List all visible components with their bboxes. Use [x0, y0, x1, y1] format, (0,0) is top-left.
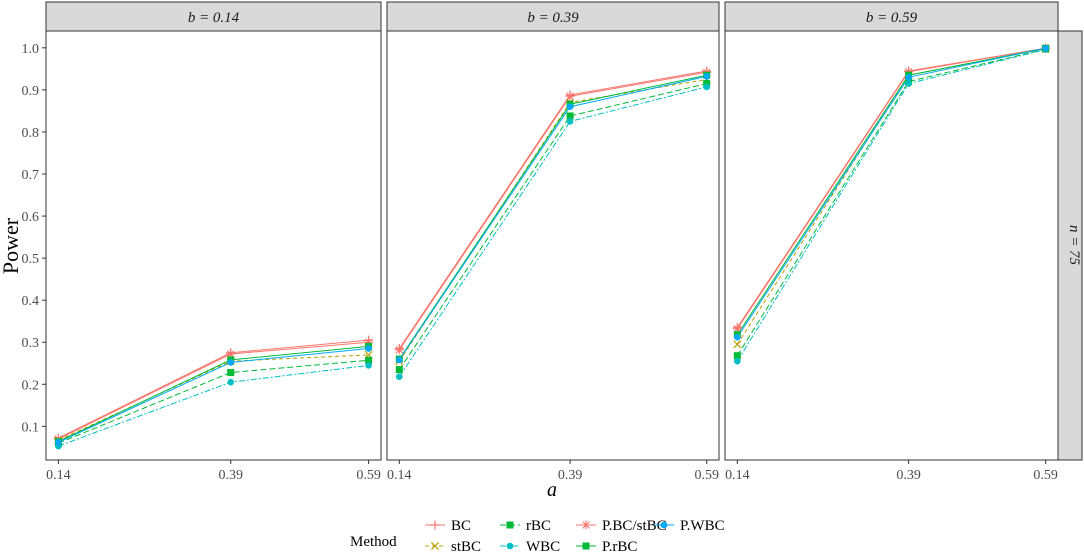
point-wbc	[734, 357, 741, 365]
legend-label: BC	[451, 518, 471, 534]
facet-panel-1: b = 0.14 0.14 0.39 0.59	[45, 1, 382, 483]
legend-label: P.BC/stBC	[602, 518, 667, 534]
legend-item-p-rbc: P.rBC	[576, 539, 637, 555]
x-tick-label: 0.14	[387, 468, 412, 483]
panel-strip	[45, 1, 382, 32]
panel-strip	[724, 1, 1059, 32]
legend-key-marker	[660, 521, 668, 529]
row-strip-label: n = 75	[1066, 225, 1082, 266]
y-tick-label: 0.6	[22, 210, 40, 225]
point-p-bc-stbc	[226, 349, 236, 359]
legend-item-bc: BC	[425, 518, 471, 534]
legend-item-p-wbc: P.WBC	[654, 518, 725, 534]
x-tick-label: 0.14	[725, 468, 750, 483]
facet-panel-3: b = 0.59 0.14 0.39 0.59	[724, 1, 1059, 483]
series-line-wbc	[398, 86, 707, 377]
x-tick-label: 0.14	[46, 468, 71, 483]
point-rbc	[227, 369, 235, 377]
point-p-wbc	[1042, 44, 1049, 52]
legend-title: Method	[350, 534, 397, 550]
y-tick-label: 0.4	[22, 294, 40, 309]
point-p-bc-stbc	[394, 345, 404, 355]
legend-label: P.rBC	[602, 539, 637, 555]
facet-panels: 0.1 0.2 0.3 0.4 0.5 0.6 0.7 0.8 0.9 1.0 b = 0.14 0.…	[22, 1, 1059, 483]
panel-strip-label: b = 0.14	[188, 10, 240, 26]
panel-background	[386, 30, 720, 461]
row-strip-background	[1057, 30, 1083, 461]
point-p-wbc	[734, 333, 741, 341]
point-p-wbc	[905, 73, 912, 81]
point-wbc	[703, 83, 711, 91]
point-wbc	[905, 80, 912, 87]
point-rbc	[395, 366, 403, 374]
legend-item-stbc: stBC	[425, 539, 481, 555]
legend-item-wbc: WBC	[500, 539, 560, 555]
point-wbc	[395, 373, 403, 381]
y-tick-label: 0.8	[22, 126, 40, 141]
x-tick-label: 0.39	[558, 468, 583, 483]
point-wbc	[566, 118, 574, 125]
x-tick-label: 0.59	[356, 468, 381, 483]
point-p-wbc	[395, 356, 403, 364]
point-p-wbc	[227, 359, 235, 366]
x-tick-label: 0.59	[694, 468, 719, 483]
panel-strip-label: b = 0.59	[866, 10, 918, 26]
panel-background	[724, 30, 1059, 461]
x-tick-label: 0.59	[1033, 468, 1058, 483]
point-p-wbc	[365, 345, 372, 352]
point-p-wbc	[703, 73, 711, 80]
legend-label: WBC	[526, 539, 560, 555]
x-tick-label: 0.39	[218, 468, 243, 483]
panel-background	[45, 30, 382, 461]
legend-item-rbc: rBC	[500, 518, 551, 534]
point-rbc	[703, 80, 711, 88]
legend-key-marker	[430, 541, 440, 551]
legend-item-p-bc-stbc: P.BC/stBC	[576, 518, 667, 534]
legend-key-marker	[506, 521, 514, 529]
point-rbc	[566, 112, 574, 120]
legend-key-marker	[581, 520, 591, 530]
legend-label: stBC	[451, 539, 481, 555]
y-tick-label: 0.3	[22, 336, 40, 351]
point-wbc	[227, 378, 235, 386]
y-tick-label: 0.5	[22, 252, 40, 267]
point-p-bc-stbc	[364, 337, 374, 347]
point-p-bc-stbc	[732, 324, 742, 334]
legend-label: rBC	[526, 518, 551, 534]
y-tick-label: 0.2	[22, 378, 40, 393]
series-line-rbc	[736, 48, 1046, 356]
y-tick-label: 0.1	[22, 420, 40, 435]
legend: Method BC stBC rBC WBC P.BC/stBC P.rBC P.WBC	[350, 518, 725, 555]
point-p-bc-stbc	[565, 91, 575, 101]
point-p-wbc	[566, 103, 574, 111]
point-stbc	[733, 340, 742, 349]
y-tick-label: 0.7	[22, 168, 40, 183]
y-tick-label: 1.0	[22, 42, 40, 57]
point-rbc	[365, 356, 373, 364]
legend-key-marker	[582, 542, 590, 550]
legend-key-marker	[506, 542, 514, 550]
point-p-wbc	[55, 439, 62, 446]
point-wbc	[365, 362, 372, 369]
point-rbc	[733, 352, 741, 360]
x-axis-title: a	[547, 479, 557, 501]
facet-panel-2: b = 0.39 0.14 0.39 0.59	[386, 1, 720, 483]
row-strip: n = 75	[1057, 30, 1083, 461]
legend-label: P.WBC	[680, 518, 725, 534]
x-tick-label: 0.39	[896, 468, 921, 483]
y-axis-title: Power	[0, 217, 23, 274]
series-line-rbc	[398, 83, 707, 370]
y-tick-label: 0.9	[22, 84, 40, 99]
legend-key-marker	[430, 520, 440, 530]
panel-strip-label: b = 0.39	[527, 10, 579, 26]
